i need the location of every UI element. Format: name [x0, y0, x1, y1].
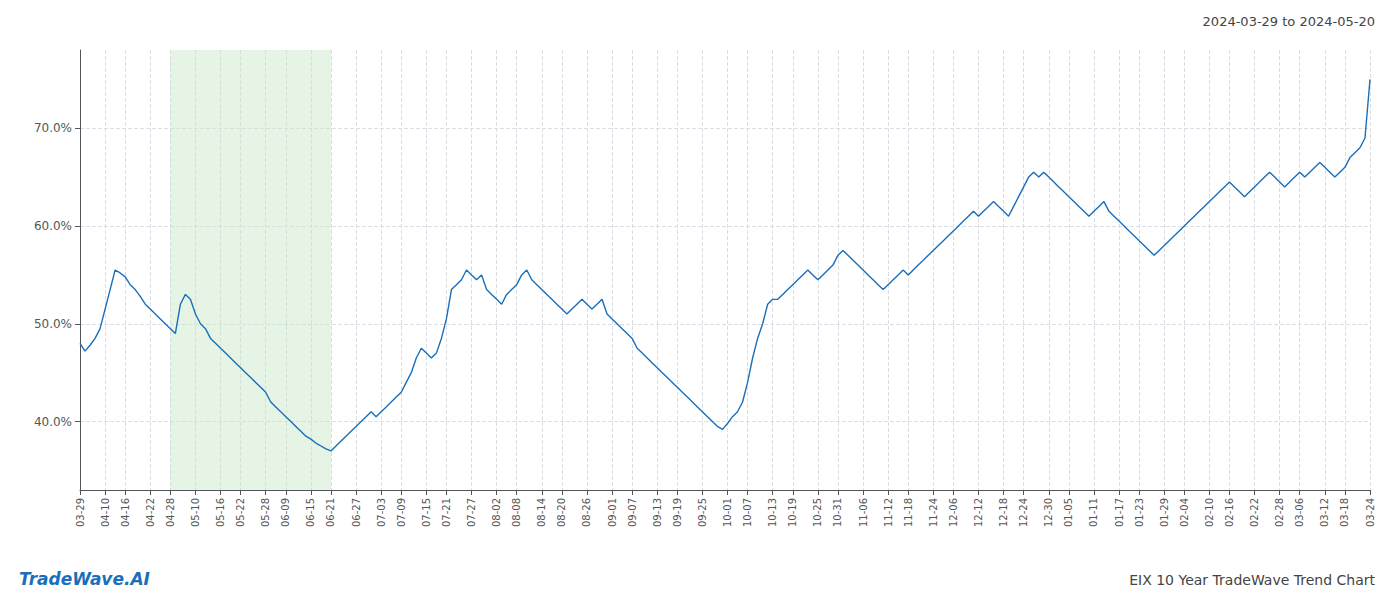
svg-text:11-12: 11-12	[883, 498, 894, 527]
svg-text:09-25: 09-25	[697, 498, 708, 527]
svg-text:08-26: 08-26	[581, 498, 592, 527]
svg-text:09-13: 09-13	[652, 498, 663, 527]
svg-text:05-28: 05-28	[260, 498, 271, 527]
svg-text:40.0%: 40.0%	[34, 415, 72, 429]
svg-text:07-15: 07-15	[421, 498, 432, 527]
svg-text:12-30: 12-30	[1043, 498, 1054, 527]
svg-text:05-10: 05-10	[190, 498, 201, 527]
svg-text:06-27: 06-27	[351, 498, 362, 527]
svg-text:10-07: 10-07	[742, 498, 753, 527]
svg-text:07-27: 07-27	[466, 498, 477, 527]
svg-text:11-06: 11-06	[858, 498, 869, 527]
svg-text:11-24: 11-24	[928, 498, 939, 527]
svg-text:02-28: 02-28	[1274, 498, 1285, 527]
svg-text:50.0%: 50.0%	[34, 317, 72, 331]
svg-text:03-29: 03-29	[75, 498, 86, 527]
svg-text:70.0%: 70.0%	[34, 121, 72, 135]
svg-text:02-10: 02-10	[1204, 498, 1215, 527]
svg-text:03-24: 03-24	[1365, 498, 1376, 527]
svg-text:10-25: 10-25	[812, 498, 823, 527]
svg-text:04-22: 04-22	[145, 498, 156, 527]
svg-text:06-21: 06-21	[325, 498, 336, 527]
svg-text:07-03: 07-03	[376, 498, 387, 527]
svg-text:09-01: 09-01	[607, 498, 618, 527]
svg-text:04-10: 04-10	[100, 498, 111, 527]
svg-text:02-16: 02-16	[1224, 498, 1235, 527]
svg-text:05-22: 05-22	[235, 498, 246, 527]
svg-text:07-21: 07-21	[441, 498, 452, 527]
svg-text:EIX 10 Year TradeWave Trend Ch: EIX 10 Year TradeWave Trend Chart	[1129, 572, 1375, 588]
svg-text:10-31: 10-31	[832, 498, 843, 527]
svg-text:01-11: 01-11	[1088, 498, 1099, 527]
svg-text:12-12: 12-12	[973, 498, 984, 527]
svg-text:09-19: 09-19	[672, 498, 683, 527]
svg-text:05-16: 05-16	[215, 498, 226, 527]
svg-text:60.0%: 60.0%	[34, 219, 72, 233]
svg-text:03-12: 03-12	[1319, 498, 1330, 527]
svg-text:04-16: 04-16	[120, 498, 131, 527]
svg-text:12-24: 12-24	[1018, 498, 1029, 527]
svg-text:10-19: 10-19	[787, 498, 798, 527]
svg-text:03-18: 03-18	[1339, 498, 1350, 527]
svg-text:06-15: 06-15	[305, 498, 316, 527]
svg-text:08-20: 08-20	[556, 498, 567, 527]
svg-text:01-23: 01-23	[1134, 498, 1145, 527]
svg-text:08-08: 08-08	[511, 498, 522, 527]
svg-text:01-29: 01-29	[1159, 498, 1170, 527]
svg-text:2024-03-29 to 2024-05-20: 2024-03-29 to 2024-05-20	[1203, 14, 1375, 29]
svg-text:12-06: 12-06	[948, 498, 959, 527]
svg-text:09-07: 09-07	[627, 498, 638, 527]
svg-text:10-13: 10-13	[767, 498, 778, 527]
svg-text:12-18: 12-18	[998, 498, 1009, 527]
svg-text:10-01: 10-01	[722, 498, 733, 527]
svg-text:04-28: 04-28	[165, 498, 176, 527]
svg-text:01-17: 01-17	[1114, 498, 1125, 527]
svg-text:06-09: 06-09	[280, 498, 291, 527]
svg-text:11-18: 11-18	[903, 498, 914, 527]
svg-text:03-06: 03-06	[1294, 498, 1305, 527]
svg-text:08-14: 08-14	[536, 498, 547, 527]
svg-text:08-02: 08-02	[491, 498, 502, 527]
svg-text:TradeWave.AI: TradeWave.AI	[19, 569, 150, 589]
svg-text:02-22: 02-22	[1249, 498, 1260, 527]
svg-text:07-09: 07-09	[396, 498, 407, 527]
svg-text:02-04: 02-04	[1179, 498, 1190, 527]
svg-text:01-05: 01-05	[1063, 498, 1074, 527]
